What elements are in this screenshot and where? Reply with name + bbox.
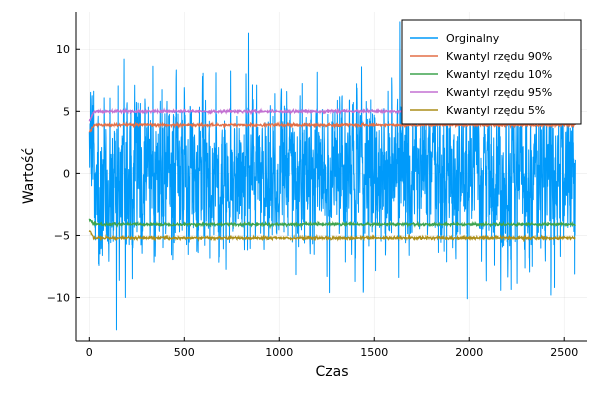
- series-line-kwantyl-5: [88, 230, 576, 242]
- series-line-kwantyl-90: [88, 120, 576, 133]
- legend: Orginalny Kwantyl rzędu 90% Kwantyl rzędu …: [401, 19, 582, 125]
- y-tick-label: 5: [63, 105, 70, 118]
- y-tick-label: −5: [54, 229, 70, 242]
- x-tick-label: 1500: [360, 346, 388, 359]
- x-tick-label: 2500: [550, 346, 578, 359]
- series-layer: [88, 21, 576, 331]
- legend-label: Orginalny: [446, 32, 500, 45]
- x-tick-label: 500: [174, 346, 195, 359]
- x-axis-title: Czas: [316, 364, 349, 380]
- series-line-kwantyl-10: [88, 218, 576, 230]
- series-line-orginalny: [88, 21, 576, 331]
- legend-label: Kwantyl rzędu 95%: [446, 86, 552, 99]
- x-tick-label: 1000: [265, 346, 293, 359]
- y-tick-label: 0: [63, 167, 70, 180]
- y-tick-label: 10: [56, 43, 70, 56]
- y-tick-label: −10: [47, 292, 70, 305]
- x-tick-label: 0: [86, 346, 93, 359]
- legend-label: Kwantyl rzędu 10%: [446, 68, 552, 81]
- legend-label: Kwantyl rzędu 90%: [446, 50, 552, 63]
- x-tick-label: 2000: [455, 346, 483, 359]
- legend-label: Kwantyl rzędu 5%: [446, 104, 545, 117]
- axes: [75, 12, 587, 342]
- tick-labels: 0 500 1000 1500 2000 2500 −10 −5 0 5 10: [47, 43, 578, 359]
- y-axis-title: Wartość: [21, 148, 37, 204]
